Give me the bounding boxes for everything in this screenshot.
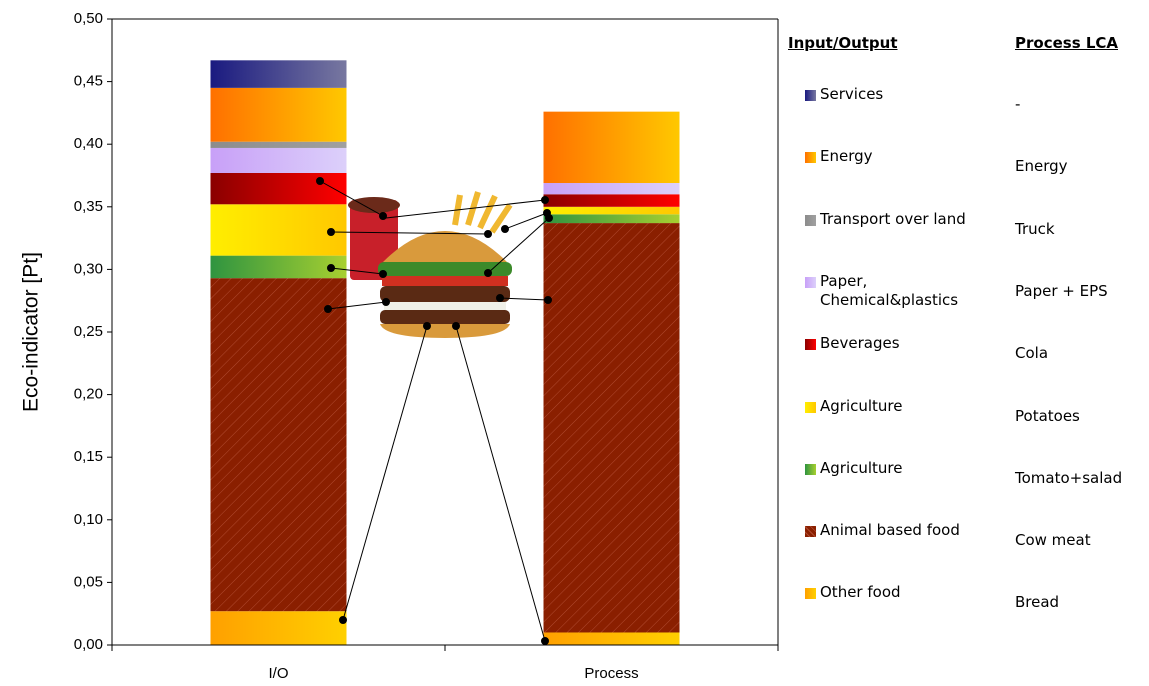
legend-swatch bbox=[805, 276, 816, 288]
bun-bottom bbox=[380, 324, 510, 338]
process-label: - bbox=[1015, 95, 1021, 113]
legend-header: Input/Output bbox=[788, 34, 898, 52]
y-tick-label: 0,30 bbox=[74, 260, 103, 277]
legend-label: Services bbox=[820, 85, 884, 103]
process-label: Cow meat bbox=[1015, 531, 1091, 550]
y-tick-label: 0,40 bbox=[74, 135, 103, 152]
legend-label: Beverages bbox=[820, 334, 900, 353]
legend-swatch bbox=[805, 90, 816, 101]
legend-swatch bbox=[805, 526, 816, 538]
y-tick-label: 0,10 bbox=[74, 511, 103, 528]
process-label: Tomato+salad bbox=[1015, 468, 1123, 487]
bar-segment bbox=[210, 204, 347, 256]
process-label: Truck bbox=[1015, 219, 1055, 238]
bar-segment bbox=[543, 214, 680, 224]
y-tick-label: 0,00 bbox=[74, 636, 103, 653]
bar-segment bbox=[210, 147, 347, 173]
legend-label: Other food bbox=[820, 583, 901, 602]
y-tick-label: 0,50 bbox=[74, 10, 103, 27]
bar-segment bbox=[210, 141, 347, 148]
legend-swatch bbox=[805, 463, 816, 475]
bar-segment bbox=[210, 255, 347, 279]
legend-swatch bbox=[805, 401, 816, 413]
legend-swatch bbox=[805, 152, 816, 164]
bar-segment bbox=[210, 87, 347, 142]
y-tick-label: 0,45 bbox=[74, 73, 103, 90]
legend-swatch bbox=[805, 339, 816, 351]
bar-segment bbox=[543, 194, 680, 207]
y-tick-label: 0,05 bbox=[74, 573, 103, 590]
fries bbox=[452, 191, 513, 234]
bun-top bbox=[383, 231, 507, 262]
bar-segment bbox=[210, 278, 347, 612]
y-tick-label: 0,20 bbox=[74, 386, 103, 403]
patty bbox=[380, 286, 510, 302]
bar-segment bbox=[210, 172, 347, 205]
legend-label: Transport over land bbox=[820, 209, 966, 228]
legend-label: Energy bbox=[820, 147, 873, 166]
process-label: Potatoes bbox=[1015, 406, 1080, 425]
process-label: Cola bbox=[1015, 344, 1049, 363]
legend-swatch bbox=[805, 588, 816, 600]
legend-swatch bbox=[805, 214, 816, 226]
legend-label: Animal based food bbox=[820, 521, 960, 540]
y-axis-label: Eco-indicator [Pt] bbox=[20, 252, 43, 412]
burger-illustration bbox=[348, 191, 513, 338]
y-tick-label: 0,25 bbox=[74, 323, 103, 340]
bar-segment bbox=[543, 206, 680, 215]
legend-label: Agriculture bbox=[820, 458, 903, 477]
onion bbox=[384, 302, 506, 310]
x-tick-label: Process bbox=[584, 665, 638, 682]
legend-label: Agriculture bbox=[820, 396, 903, 415]
bar-segment bbox=[210, 611, 347, 645]
y-tick-label: 0,15 bbox=[74, 448, 103, 465]
bar-segment bbox=[543, 632, 680, 645]
bar-segment bbox=[543, 183, 680, 195]
process-label: Bread bbox=[1015, 593, 1060, 612]
leader-lines bbox=[316, 177, 553, 645]
legend-header: Process LCA bbox=[1015, 34, 1119, 52]
x-tick-label: I/O bbox=[268, 665, 288, 682]
bar-segment bbox=[543, 223, 680, 633]
process-label: Energy bbox=[1015, 157, 1068, 176]
process-label: Paper + EPS bbox=[1015, 281, 1108, 300]
legend-label: Paper, Chemical&plastics bbox=[820, 271, 959, 309]
bar-segment bbox=[210, 60, 347, 88]
bar-segment bbox=[543, 111, 680, 184]
patty bbox=[380, 310, 510, 324]
tomato bbox=[382, 276, 508, 286]
lettuce bbox=[378, 262, 512, 276]
y-tick-label: 0,35 bbox=[74, 198, 103, 215]
cup-lid bbox=[348, 197, 400, 213]
